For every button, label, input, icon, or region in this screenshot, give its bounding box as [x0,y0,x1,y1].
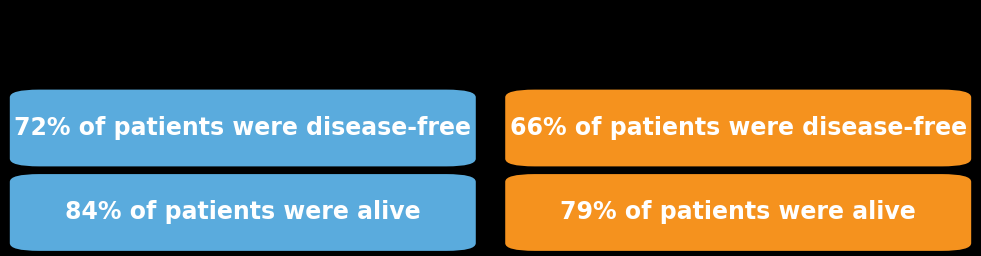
FancyBboxPatch shape [10,174,476,251]
Text: 84% of patients were alive: 84% of patients were alive [65,200,421,225]
FancyBboxPatch shape [10,90,476,166]
FancyBboxPatch shape [505,90,971,166]
Text: 79% of patients were alive: 79% of patients were alive [560,200,916,225]
Text: 72% of patients were disease-free: 72% of patients were disease-free [15,116,471,140]
FancyBboxPatch shape [505,174,971,251]
Text: 66% of patients were disease-free: 66% of patients were disease-free [510,116,966,140]
